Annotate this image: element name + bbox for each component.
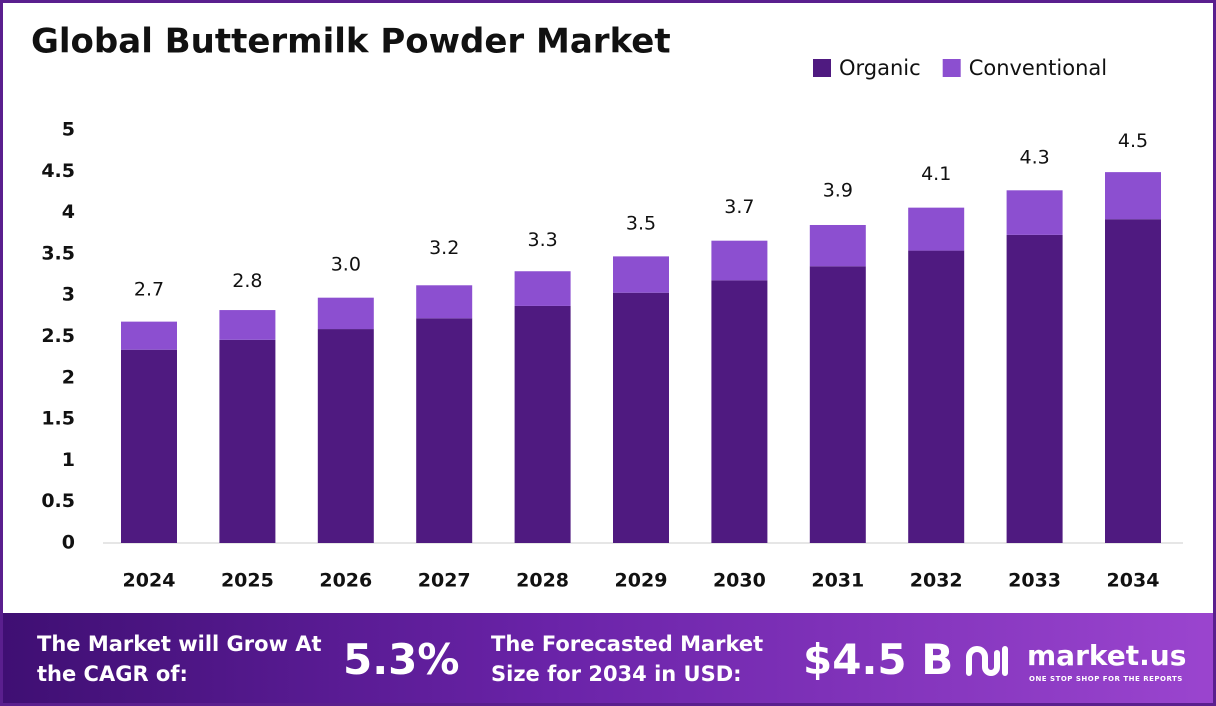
y-tick-label: 1	[62, 449, 75, 471]
x-tick-label: 2030	[713, 570, 766, 592]
y-tick-label: 1.5	[41, 408, 75, 430]
y-tick-label: 2.5	[41, 325, 75, 347]
bar-segment	[809, 224, 866, 267]
x-tick-label: 2026	[319, 570, 372, 592]
bar-segment	[711, 240, 768, 281]
bar-segment	[1006, 190, 1063, 235]
y-tick-label: 5	[62, 119, 75, 141]
y-tick-label: 2	[62, 366, 75, 388]
bar-segment	[121, 321, 177, 350]
y-tick-label: 4	[62, 201, 75, 223]
bar-segment	[317, 329, 374, 543]
x-tick-label: 2034	[1107, 570, 1160, 592]
legend-swatch	[942, 59, 961, 77]
total-label: 4.1	[921, 163, 951, 185]
total-label: 3.5	[626, 212, 656, 234]
x-tick-label: 2031	[811, 570, 864, 592]
legend-swatch	[813, 59, 831, 77]
bar-segment	[219, 339, 276, 543]
total-label: 3.7	[724, 196, 754, 218]
legend-label: Organic	[839, 56, 921, 80]
total-label: 3.9	[823, 179, 853, 201]
x-tick-label: 2033	[1008, 570, 1061, 592]
x-tick-label: 2032	[910, 570, 963, 592]
forecast-label: The Forecasted Market Size for 2034 in U…	[491, 632, 764, 686]
total-label: 2.7	[134, 278, 164, 300]
x-tick-label: 2029	[615, 570, 668, 592]
bar-segment	[1105, 172, 1161, 220]
bar-segment	[121, 349, 177, 543]
logo-icon	[966, 646, 1008, 676]
x-tick-label: 2025	[221, 570, 274, 592]
bar-segment	[1105, 219, 1161, 543]
bar-segment	[514, 271, 571, 306]
bar-segment	[711, 280, 768, 543]
bar-segment	[219, 310, 276, 340]
bar-segment	[1006, 234, 1063, 544]
bar-segment	[416, 318, 473, 543]
bar-segment	[809, 266, 866, 543]
y-tick-label: 4.5	[41, 160, 75, 182]
bar-segment	[416, 285, 473, 319]
bar-segment	[613, 292, 669, 543]
x-tick-label: 2027	[418, 570, 471, 592]
total-label: 4.5	[1118, 130, 1148, 152]
cagr-label: The Market will Grow At the CAGR of:	[37, 632, 322, 686]
total-label: 4.3	[1019, 146, 1049, 168]
bar-segment	[317, 297, 374, 330]
x-tick-label: 2028	[516, 570, 569, 592]
legend-label: Conventional	[969, 56, 1107, 80]
y-tick-label: 3.5	[41, 242, 75, 264]
bar-segment	[514, 305, 571, 543]
logo-tagline: ONE STOP SHOP FOR THE REPORTS	[1029, 675, 1183, 683]
bar-segment	[613, 256, 669, 293]
cagr-value: 5.3%	[343, 635, 460, 684]
y-tick-label: 0.5	[41, 490, 75, 512]
bar-segment	[908, 207, 965, 251]
y-tick-label: 0	[62, 532, 75, 554]
total-label: 3.3	[527, 229, 557, 251]
chart-title: Global Buttermilk Powder Market	[31, 22, 671, 62]
chart: Global Buttermilk Powder Market 0 0.5 1 1.5…	[31, 22, 1183, 592]
total-label: 2.8	[232, 270, 262, 292]
total-label: 3.0	[331, 254, 361, 276]
logo-text: market.us	[1027, 639, 1187, 672]
footer: The Market will Grow At the CAGR of: 5.3…	[3, 613, 1213, 703]
x-tick-label: 2024	[123, 570, 176, 592]
forecast-value: $4.5 B	[803, 635, 954, 684]
y-tick-label: 3	[62, 284, 75, 306]
bar-segment	[908, 250, 965, 543]
total-label: 3.2	[429, 237, 459, 259]
